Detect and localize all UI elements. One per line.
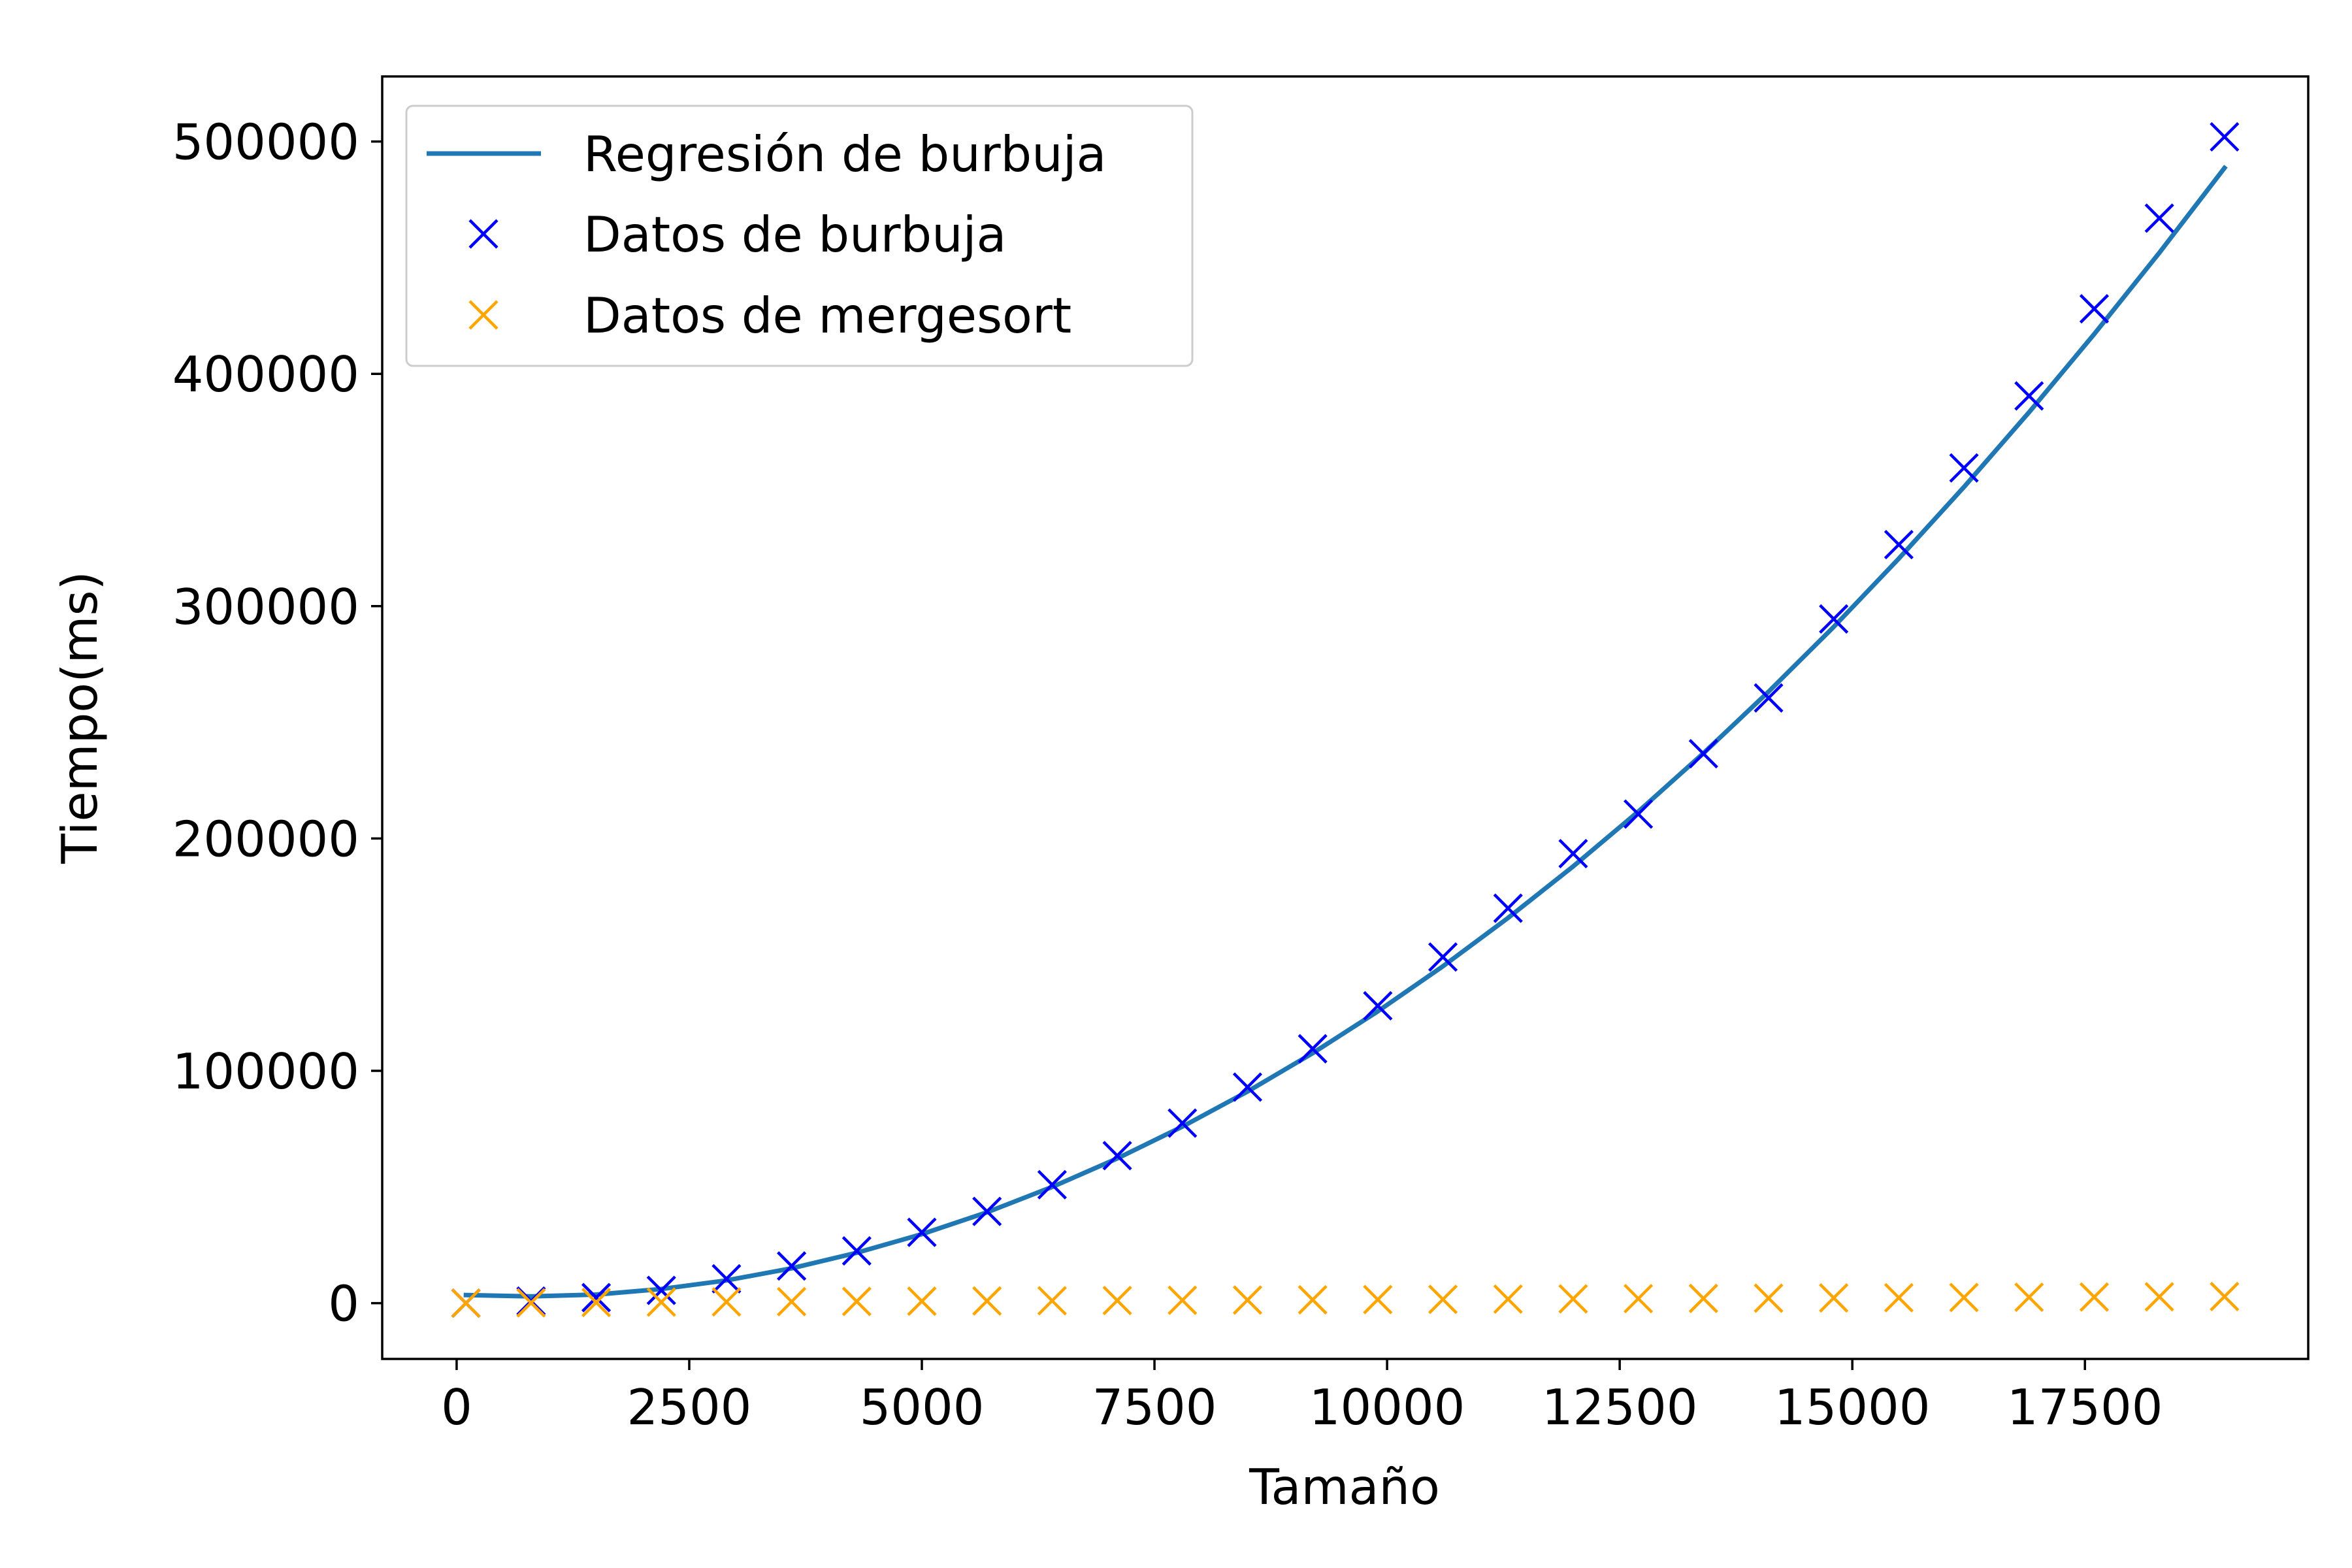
y-tick-label: 200000 [172, 810, 359, 868]
mergesort-data-point [1754, 1283, 1784, 1313]
bubble-data-point [1232, 1072, 1263, 1102]
bubble-data-point [1363, 990, 1393, 1021]
bubble-data-point [972, 1196, 1002, 1226]
legend-label: Regresión de burbuja [583, 125, 1107, 183]
bubble-data-point [646, 1275, 676, 1305]
bubble-data-point [1298, 1034, 1328, 1064]
y-tick-label: 500000 [172, 114, 359, 171]
mergesort-data-point [1819, 1283, 1849, 1313]
y-tick-label: 300000 [172, 578, 359, 636]
bubble-data-point [1493, 893, 1523, 923]
bubble-data-point [2079, 294, 2110, 324]
mergesort-data-point [711, 1287, 742, 1317]
bubble-data-point [1428, 942, 1458, 972]
mergesort-data-point [451, 1288, 481, 1318]
mergesort-data-point [1168, 1285, 1198, 1315]
legend-label: Datos de burbuja [583, 206, 1006, 263]
x-tick-label: 2500 [627, 1379, 752, 1436]
bubble-data-point [1558, 838, 1588, 869]
legend-label: Datos de mergesort [583, 287, 1071, 344]
mergesort-data-point [1884, 1282, 1914, 1313]
mergesort-data-point [2144, 1282, 2174, 1312]
bubble-data-point [2210, 122, 2240, 152]
mergesort-data-point [1102, 1285, 1132, 1316]
mergesort-data-point [1428, 1284, 1458, 1315]
mergesort-data-point [1363, 1284, 1393, 1315]
y-axis-label: Tiempo(ms) [51, 571, 108, 864]
bubble-data-point [711, 1264, 742, 1294]
bubble-data-point [1949, 453, 1979, 483]
y-tick-label: 400000 [172, 346, 359, 403]
bubble-data-point [841, 1236, 872, 1266]
x-tick-label: 10000 [1309, 1379, 1465, 1436]
x-tick-label: 0 [441, 1379, 472, 1436]
x-tick-label: 17500 [2007, 1379, 2163, 1436]
legend-item: Datos de mergesort [468, 287, 1071, 344]
mergesort-data-point [1624, 1284, 1654, 1314]
mergesort-data-point [1298, 1284, 1328, 1315]
mergesort-data-point [1493, 1284, 1523, 1315]
bubble-data-point [2144, 203, 2174, 233]
mergesort-data-point [2079, 1282, 2110, 1312]
x-axis-label: Tamaño [1249, 1458, 1440, 1516]
series-2-markers [451, 1281, 2240, 1318]
x-tick-label: 15000 [1774, 1379, 1931, 1436]
bubble-data-point [777, 1251, 807, 1281]
bubble-data-point [1688, 739, 1718, 769]
y-tick-label: 100000 [172, 1043, 359, 1100]
plot-area [451, 122, 2240, 1318]
mergesort-data-point [907, 1286, 937, 1316]
mergesort-data-point [646, 1287, 676, 1317]
mergesort-data-point [972, 1286, 1002, 1316]
mergesort-data-point [1688, 1283, 1718, 1313]
x-tick-label: 7500 [1092, 1379, 1217, 1436]
bubble-data-point [1819, 604, 1849, 634]
regression-line [463, 165, 2228, 1299]
legend-item: Regresión de burbuja [427, 125, 1107, 183]
x-tick-label: 12500 [1542, 1379, 1698, 1436]
axes: 0 2500 5000 7500 10000 12500 15000 17500 0 100000… [172, 75, 2310, 1436]
mergesort-data-point [581, 1287, 612, 1318]
mergesort-data-point [1558, 1284, 1588, 1314]
bubble-data-point [1168, 1108, 1198, 1138]
x-tick-label: 5000 [860, 1379, 985, 1436]
mergesort-data-point [777, 1286, 807, 1316]
mergesort-data-point [2210, 1281, 2240, 1312]
bubble-data-point [1754, 683, 1784, 713]
bubble-data-point [1884, 529, 1914, 560]
mergesort-data-point [1949, 1282, 1979, 1313]
bubble-data-point [581, 1282, 612, 1313]
legend-box [405, 105, 1194, 367]
mergesort-data-point [1037, 1286, 1067, 1316]
mergesort-data-point [2014, 1282, 2044, 1313]
axes-frame [381, 75, 2310, 1360]
bubble-data-point [1037, 1169, 1067, 1200]
bubble-data-point [1102, 1141, 1132, 1171]
legend-marker-swatch [468, 219, 498, 249]
mergesort-data-point [516, 1288, 546, 1318]
mergesort-data-point [841, 1286, 872, 1316]
bubble-data-point [2014, 381, 2044, 411]
bubble-data-point [1624, 799, 1654, 829]
legend-item: Datos de burbuja [468, 206, 1006, 263]
bubble-data-point [907, 1217, 937, 1247]
y-tick-label: 0 [328, 1275, 359, 1333]
legend-marker-swatch [468, 300, 498, 330]
mergesort-data-point [1232, 1285, 1263, 1315]
legend: Regresión de burbuja Datos de burbuja Dato… [405, 105, 1194, 367]
